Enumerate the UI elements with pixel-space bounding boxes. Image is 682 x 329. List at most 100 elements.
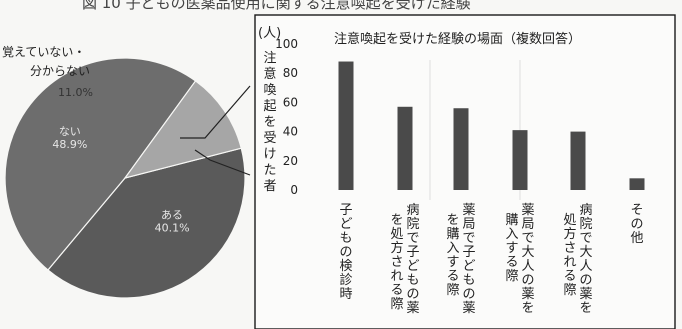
slice-label: ある [161,208,183,221]
x-tick-char: 人 [521,259,534,274]
x-tick-char: 購 [446,227,459,242]
callout-connector [194,149,251,176]
heading-strip: 図 10 子どもの医薬品使用に関する注意喚起を受けた経験 [0,0,682,14]
x-tick-char: の [406,287,419,302]
y-axis-title-char: た [263,163,276,178]
y-tick-label: 40 [283,125,298,139]
y-axis-title-char: 起 [263,99,276,114]
x-tick-char: 薬 [521,287,534,302]
x-tick-char: も [406,273,419,288]
x-tick-char: 薬 [462,203,475,218]
x-tick-char: 大 [521,245,534,260]
x-tick-char: 際 [563,283,576,298]
x-tick-char: 子 [339,203,352,218]
x-tick-char: で [462,231,475,246]
y-axis-title-char: 受 [263,131,276,146]
x-tick-char: 時 [339,287,352,302]
x-tick-char: を [521,301,534,316]
x-tick-char: 薬 [406,301,419,316]
x-tick-char: 他 [630,231,643,246]
pie-slice [123,80,242,179]
y-axis-title-char: 注 [263,51,276,66]
y-axis-title-char: 者 [263,179,276,194]
callout-label-line: 覚えていない・ [2,45,85,59]
x-tick-char: る [563,269,576,284]
slice-value: 11.0% [58,86,93,99]
x-tick-char: 子 [462,245,475,260]
x-tick-char: 薬 [462,301,475,316]
x-tick-char: れ [563,255,576,270]
y-axis-title-char: け [263,147,276,162]
x-tick-char: す [446,255,459,270]
x-tick-char: 薬 [521,203,534,218]
figure-heading: 図 10 子どもの医薬品使用に関する注意喚起を受けた経験 [82,0,471,12]
x-tick-char: で [579,231,592,246]
bar [338,61,354,190]
x-tick-char: 方 [390,240,403,256]
x-tick-char: れ [390,269,403,284]
y-axis-title-char: 意 [263,66,276,82]
x-tick-char: を [390,213,403,228]
x-tick-char: す [505,241,518,256]
y-axis-title-char: を [263,115,276,130]
x-tick-char: 入 [446,241,459,256]
x-tick-char: さ [390,255,403,270]
pie-slice [4,57,197,271]
x-tick-char: 診 [339,272,352,288]
x-tick-char: も [462,273,475,288]
x-tick-char: 大 [579,245,592,260]
chart-title: 注意喚起を受けた経験の場面（複数回答） [334,31,581,47]
x-tick-char: 人 [579,259,592,274]
y-axis-title-char: 喚 [263,83,276,98]
x-tick-char: も [339,231,352,246]
y-tick-label: 100 [275,37,298,51]
x-tick-char: 方 [563,226,576,242]
bar [397,106,413,190]
x-tick-char: の [521,273,534,288]
x-tick-char: の [462,287,475,302]
pie-slice [47,147,246,299]
y-tick-label: 60 [283,95,298,109]
x-tick-char: 子 [406,245,419,260]
x-tick-char: る [390,283,403,298]
x-tick-char: そ [630,203,643,218]
x-tick-char: る [505,255,518,270]
x-tick-char: 院 [579,217,592,232]
y-tick-label: 80 [283,66,298,80]
x-tick-char: 院 [406,217,419,232]
x-tick-char: を [579,301,592,316]
x-tick-char: 薬 [579,287,592,302]
x-tick-char: 際 [446,283,459,298]
bar [453,108,469,190]
x-tick-char: 検 [339,259,352,274]
x-tick-char: 購 [505,213,518,228]
x-tick-char: を [446,213,459,228]
x-tick-char: の [630,217,643,232]
callout-label-line: 分からない [30,64,90,78]
y-tick-label: 20 [283,154,298,168]
x-tick-char: ど [339,217,352,232]
x-tick-char: 局 [462,217,475,232]
x-tick-char: ど [406,259,419,274]
x-tick-char: で [521,231,534,246]
x-tick-char: る [446,269,459,284]
slice-label: ない [59,125,81,138]
x-tick-char: 際 [505,269,518,284]
slice-value: 40.1% [155,221,190,234]
x-tick-char: 処 [390,227,403,242]
bar [570,131,586,190]
x-tick-char: 処 [563,213,576,228]
bar [629,178,645,190]
slice-value: 48.9% [52,138,87,151]
x-tick-char: 病 [406,203,419,218]
x-tick-char: さ [563,241,576,256]
x-category-label: その他 [630,203,643,246]
